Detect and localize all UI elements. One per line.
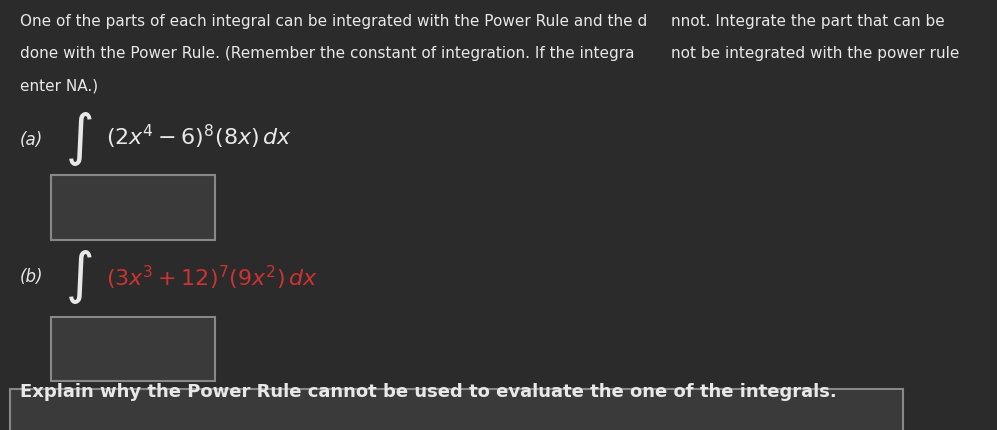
Text: $(3x^3 + 12)^7(9x^2)\, dx$: $(3x^3 + 12)^7(9x^2)\, dx$: [106, 264, 318, 292]
Text: (a): (a): [20, 131, 43, 149]
Text: not be integrated with the power rule: not be integrated with the power rule: [671, 46, 959, 61]
FancyBboxPatch shape: [11, 389, 903, 430]
Text: $(2x^4 - 6)^8(8x)\, dx$: $(2x^4 - 6)^8(8x)\, dx$: [106, 123, 292, 151]
Text: Explain why the Power Rule cannot be used to evaluate the one of the integrals.: Explain why the Power Rule cannot be use…: [20, 383, 836, 401]
Text: (b): (b): [20, 268, 43, 286]
Text: $\int$: $\int$: [65, 248, 93, 306]
Text: done with the Power Rule. (Remember the constant of integration. If the integra: done with the Power Rule. (Remember the …: [20, 46, 634, 61]
FancyBboxPatch shape: [52, 175, 215, 240]
FancyBboxPatch shape: [52, 316, 215, 381]
Text: $\int$: $\int$: [65, 111, 93, 169]
Text: One of the parts of each integral can be integrated with the Power Rule and the : One of the parts of each integral can be…: [20, 13, 647, 28]
Text: enter NA.): enter NA.): [20, 78, 98, 93]
Text: nnot. Integrate the part that can be: nnot. Integrate the part that can be: [671, 13, 944, 28]
